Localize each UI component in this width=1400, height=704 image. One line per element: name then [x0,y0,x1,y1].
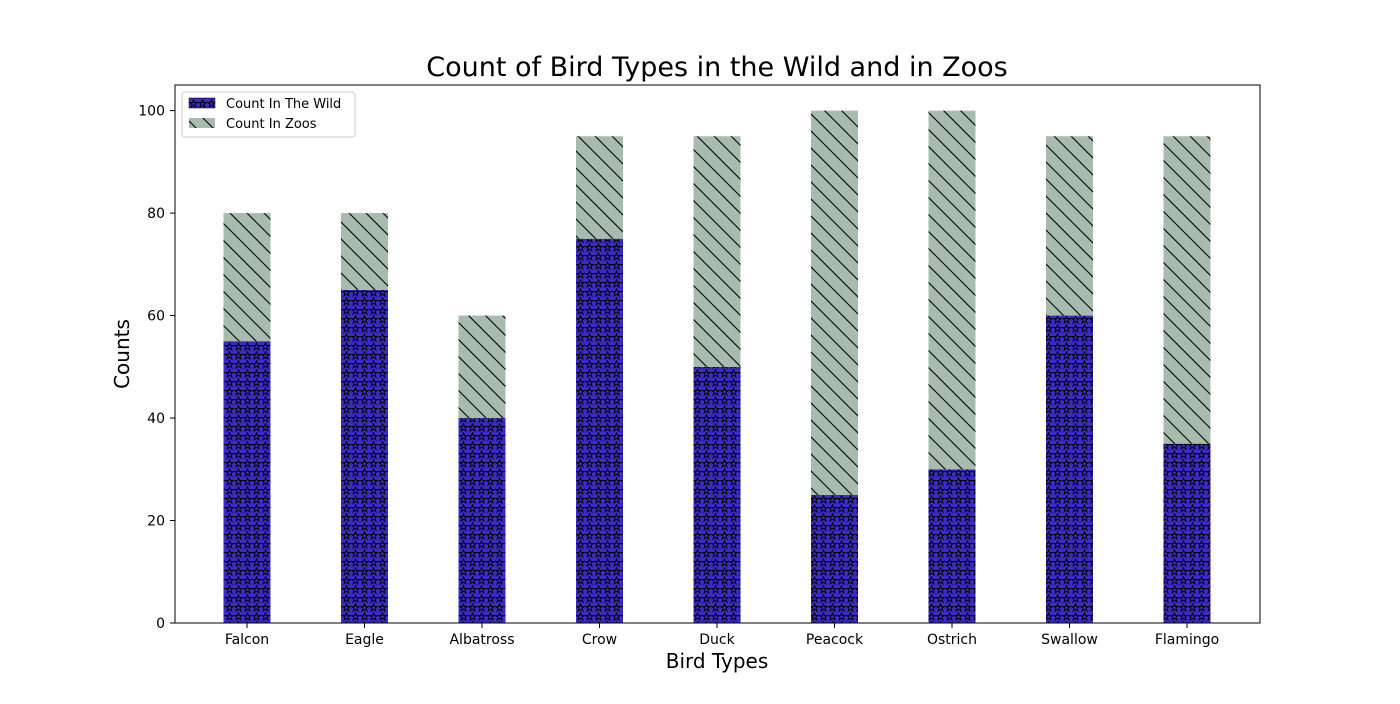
x-tick-label: Duck [699,632,735,648]
x-tick-label: Crow [582,632,617,648]
bar-zoos-albatross [458,315,506,419]
bar-wild-peacock [811,494,858,623]
legend: Count In The Wild Count In Zoos [181,91,356,138]
legend-box [181,91,356,138]
bar-zoos-swallow [1046,136,1093,316]
bar-zoos-falcon [223,213,271,342]
y-axis-ticks: 0 20 40 60 80 100 [138,104,175,632]
plot-frame [174,84,1261,624]
x-tick-label: Eagle [345,632,384,648]
bar-wild-albatross [458,418,506,623]
y-tick-label: 20 [147,514,165,530]
legend-swatch-wild [188,97,216,109]
bar-zoos-ostrich [928,110,976,470]
bar-zoos-crow [576,136,623,239]
legend-label-wild: Count In The Wild [226,97,341,112]
bar-zoos-duck [693,136,741,367]
legend-label-zoos: Count In Zoos [226,117,317,132]
y-axis-label: Counts [110,319,134,389]
bar-wild-swallow [1046,315,1093,623]
y-tick-label: 40 [147,411,165,427]
bar-wild-ostrich [928,469,976,623]
x-tick-label: Ostrich [927,632,977,648]
x-tick-label: Albatross [449,632,514,648]
bar-wild-crow [576,238,623,623]
bar-wild-flamingo [1163,443,1211,623]
y-tick-label: 60 [147,309,165,325]
bar-zoos-eagle [341,213,388,290]
legend-swatch-zoos [189,118,215,128]
bar-wild-eagle [341,289,388,623]
x-tick-label: Swallow [1041,632,1098,648]
bar-wild-duck [693,366,741,623]
x-axis-ticks: Falcon Eagle Albatross Crow Duck Peacock Ostri… [225,623,1219,648]
bar-zoos-peacock [811,110,858,495]
bar-zoos-flamingo [1163,136,1211,444]
y-tick-label: 0 [156,616,165,632]
chart-title: Count of Bird Types in the Wild and in Z… [426,52,1008,83]
bar-wild-falcon [223,341,271,623]
y-tick-label: 80 [147,206,165,222]
x-axis-label: Bird Types [666,649,769,673]
x-tick-label: Flamingo [1155,632,1219,648]
x-tick-label: Peacock [806,632,864,648]
y-tick-label: 100 [138,104,165,120]
bars-layer [223,110,1211,623]
x-tick-label: Falcon [225,632,269,648]
